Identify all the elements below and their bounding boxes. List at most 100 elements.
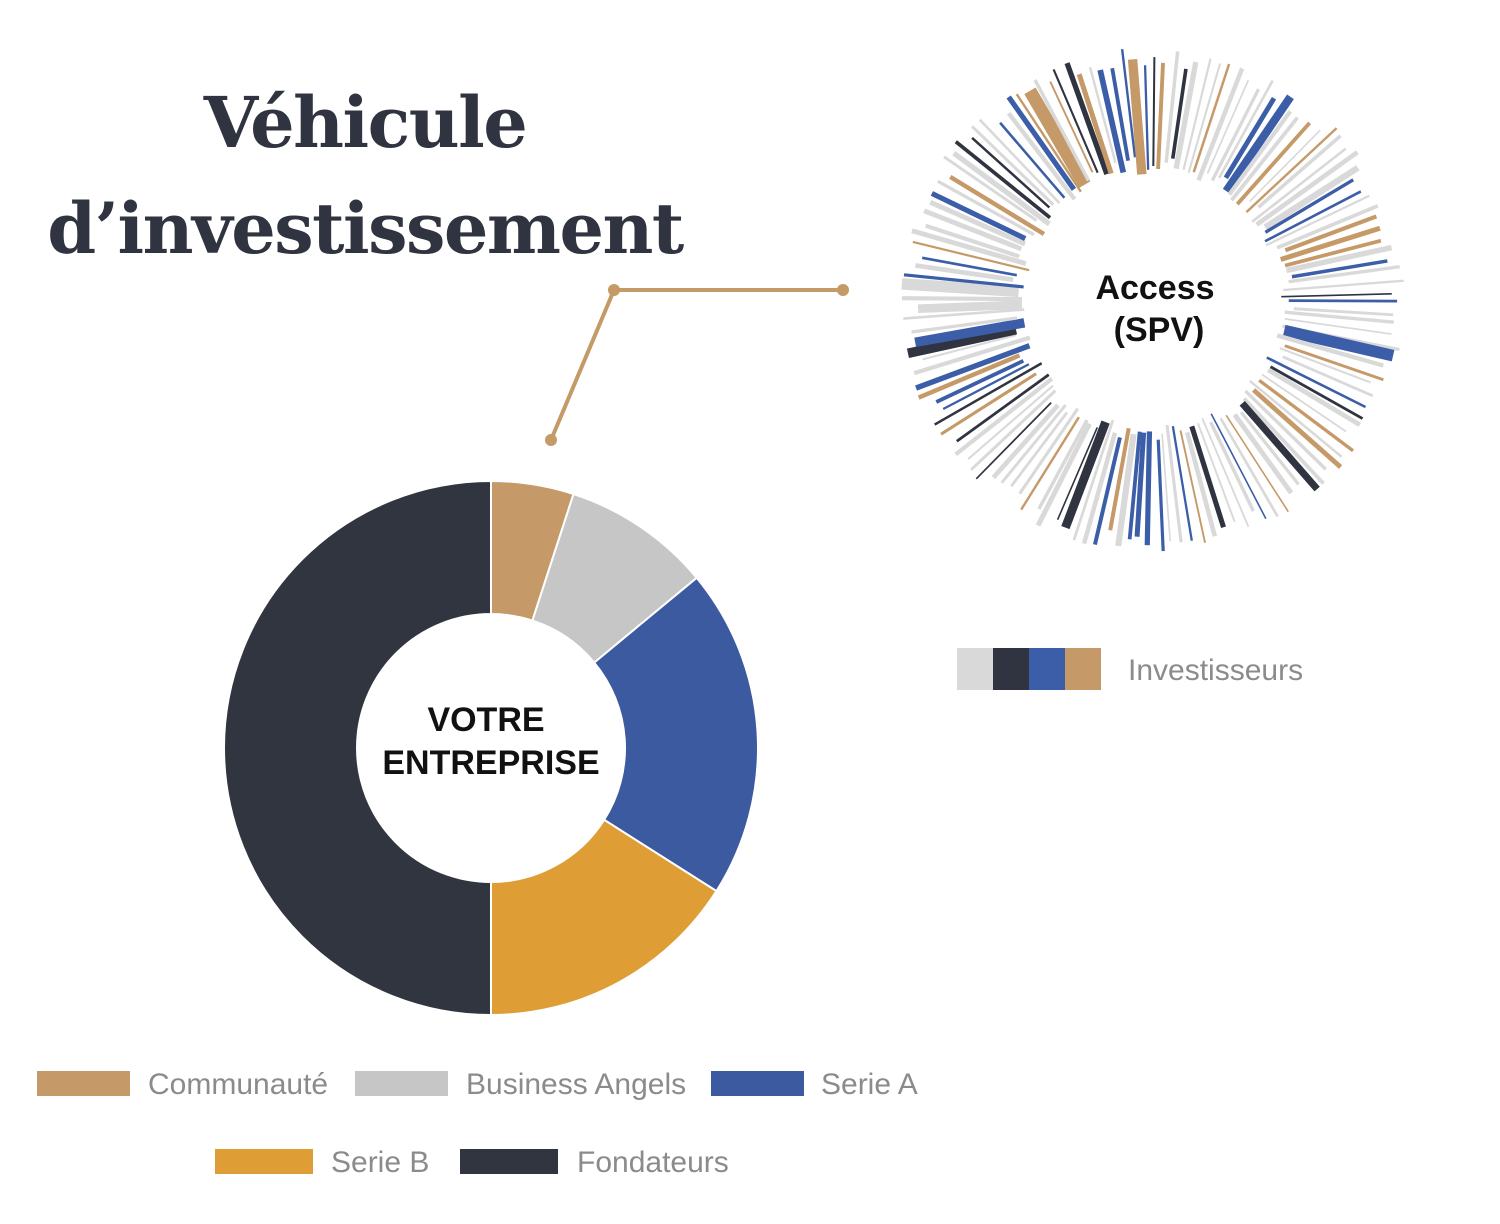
spv-investor-ray: [1037, 419, 1089, 510]
spv-investor-ray: [1266, 356, 1367, 409]
spv-investor-ray: [1227, 110, 1292, 196]
spv-investor-ray: [915, 263, 1014, 283]
spv-investor-ray: [1242, 397, 1325, 485]
spv-investor-ray: [1165, 424, 1183, 543]
spv-investor-ray: [1291, 259, 1388, 279]
investors-swatch-blue: [1029, 648, 1065, 690]
spv-investor-ray: [954, 140, 1052, 220]
spv-investor-ray: [1115, 433, 1137, 547]
spv-investor-ray: [1210, 413, 1267, 519]
spv-investor-ray: [1196, 67, 1245, 182]
investors-swatch-gold: [1065, 648, 1101, 690]
spv-investor-ray: [978, 118, 1061, 205]
spv-investor-ray: [1288, 299, 1398, 303]
page-title: Véhicule d’investissement: [40, 70, 690, 282]
spv-investor-ray: [1218, 79, 1274, 179]
spv-investor-ray: [906, 325, 1018, 358]
spv-investor-ray: [1245, 127, 1338, 213]
spv-investor-ray: [914, 318, 1026, 348]
spv-investor-ray: [1285, 244, 1393, 274]
spv-investor-ray: [1020, 416, 1080, 511]
spv-investor-ray: [1283, 279, 1404, 292]
spv-investor-ray: [929, 200, 1027, 247]
spv-investor-ray: [911, 228, 1027, 266]
spv-investor-ray: [921, 256, 1018, 277]
spv-investor-ray: [1182, 58, 1212, 171]
spv-investor-ray: [1225, 414, 1289, 513]
spv-investor-ray: [1269, 365, 1364, 420]
spv-investor-ray: [975, 401, 1052, 480]
spv-investor-ray: [903, 308, 1025, 320]
spv-investor-ray: [1127, 431, 1142, 540]
spv-investor-ray: [1161, 433, 1171, 542]
spv-investor-ray: [1279, 225, 1381, 262]
spv-investor-ray: [903, 273, 1024, 289]
spv-investor-ray: [1156, 439, 1165, 552]
connector-line: [545, 284, 849, 446]
investors-swatch-light: [957, 648, 993, 690]
spv-investor-ray: [970, 125, 1055, 206]
legend-label-fondateurs: Fondateurs: [577, 1146, 729, 1179]
spv-investor-ray: [1156, 62, 1165, 170]
spv-investor-ray: [1284, 310, 1394, 324]
spv-investor-ray: [1257, 134, 1342, 209]
spv-investor-ray: [1164, 51, 1180, 163]
spv-investor-ray: [1010, 411, 1069, 487]
legend-label-business-angels: Business Angels: [466, 1068, 686, 1101]
donut-slice-fondateurs: [223, 479, 492, 1017]
spv-investor-ray: [1284, 318, 1392, 335]
spv-investor-ray: [1081, 432, 1118, 545]
legend-swatch-fondateurs: [460, 1149, 558, 1174]
spv-investor-ray: [943, 155, 1038, 222]
spv-investor-ray: [1108, 427, 1131, 531]
spv-investor-ray: [1263, 165, 1360, 230]
spv-investor-ray: [1266, 367, 1362, 427]
donut-center-label-1: VOTRE: [427, 701, 544, 739]
spv-investor-ray: [955, 373, 1050, 443]
spv-investor-ray: [1201, 418, 1250, 528]
spv-investor-ray: [1179, 430, 1206, 543]
spv-investor-ray: [1052, 69, 1099, 174]
spv-investor-ray: [1239, 400, 1320, 492]
spv-investor-ray: [1282, 324, 1395, 362]
spv-investor-ray: [1251, 388, 1343, 469]
spv-investor-ray: [970, 389, 1057, 471]
spv-investor-ray: [1018, 407, 1080, 495]
spv-investor-ray: [942, 363, 1030, 410]
spv-investor-ray: [1120, 48, 1137, 158]
spv-investor-ray: [922, 334, 1017, 361]
spv-investor-ray: [923, 208, 1023, 252]
spv-investor-ray: [999, 121, 1066, 199]
spv-investor-ray: [935, 359, 1025, 404]
spv-investor-ray: [1232, 413, 1294, 495]
spv-investor-ray: [1249, 129, 1321, 203]
spv-investor-ray: [1258, 379, 1355, 453]
spv-investor-ray: [1088, 66, 1117, 164]
spv-investor-ray: [1210, 88, 1261, 182]
spv-investor-ray: [1015, 93, 1082, 193]
spv-investor-ray: [1110, 67, 1130, 162]
spv-investor-ray: [911, 316, 1018, 334]
spv-investor-ray: [937, 179, 1035, 237]
spv-investor-ray: [1173, 61, 1199, 170]
spv-investor-ray: [1239, 411, 1300, 486]
spv-investor-ray: [1049, 81, 1094, 173]
spv-center-label-2: (SPV): [1114, 311, 1205, 349]
spv-investor-ray: [1170, 68, 1188, 159]
spv-investor-ray: [913, 335, 1031, 376]
spv-investor-ray: [1144, 431, 1153, 546]
investors-legend-label: Investisseurs: [1128, 654, 1303, 687]
investors-swatch-dark: [993, 648, 1029, 690]
spv-investor-ray: [1092, 436, 1122, 546]
spv-investor-ray: [1033, 79, 1090, 182]
spv-investor-ray: [1189, 425, 1226, 528]
spv-investor-ray: [1223, 96, 1277, 180]
spv-investor-ray: [940, 372, 1037, 436]
spv-investor-ray: [991, 403, 1060, 480]
legend-swatch-serie-a: [711, 1071, 804, 1096]
spv-investor-ray: [1143, 65, 1150, 170]
company-donut-chart: [223, 479, 759, 1017]
spv-investor-ray: [1209, 421, 1255, 512]
spv-investor-ray: [1293, 307, 1394, 317]
